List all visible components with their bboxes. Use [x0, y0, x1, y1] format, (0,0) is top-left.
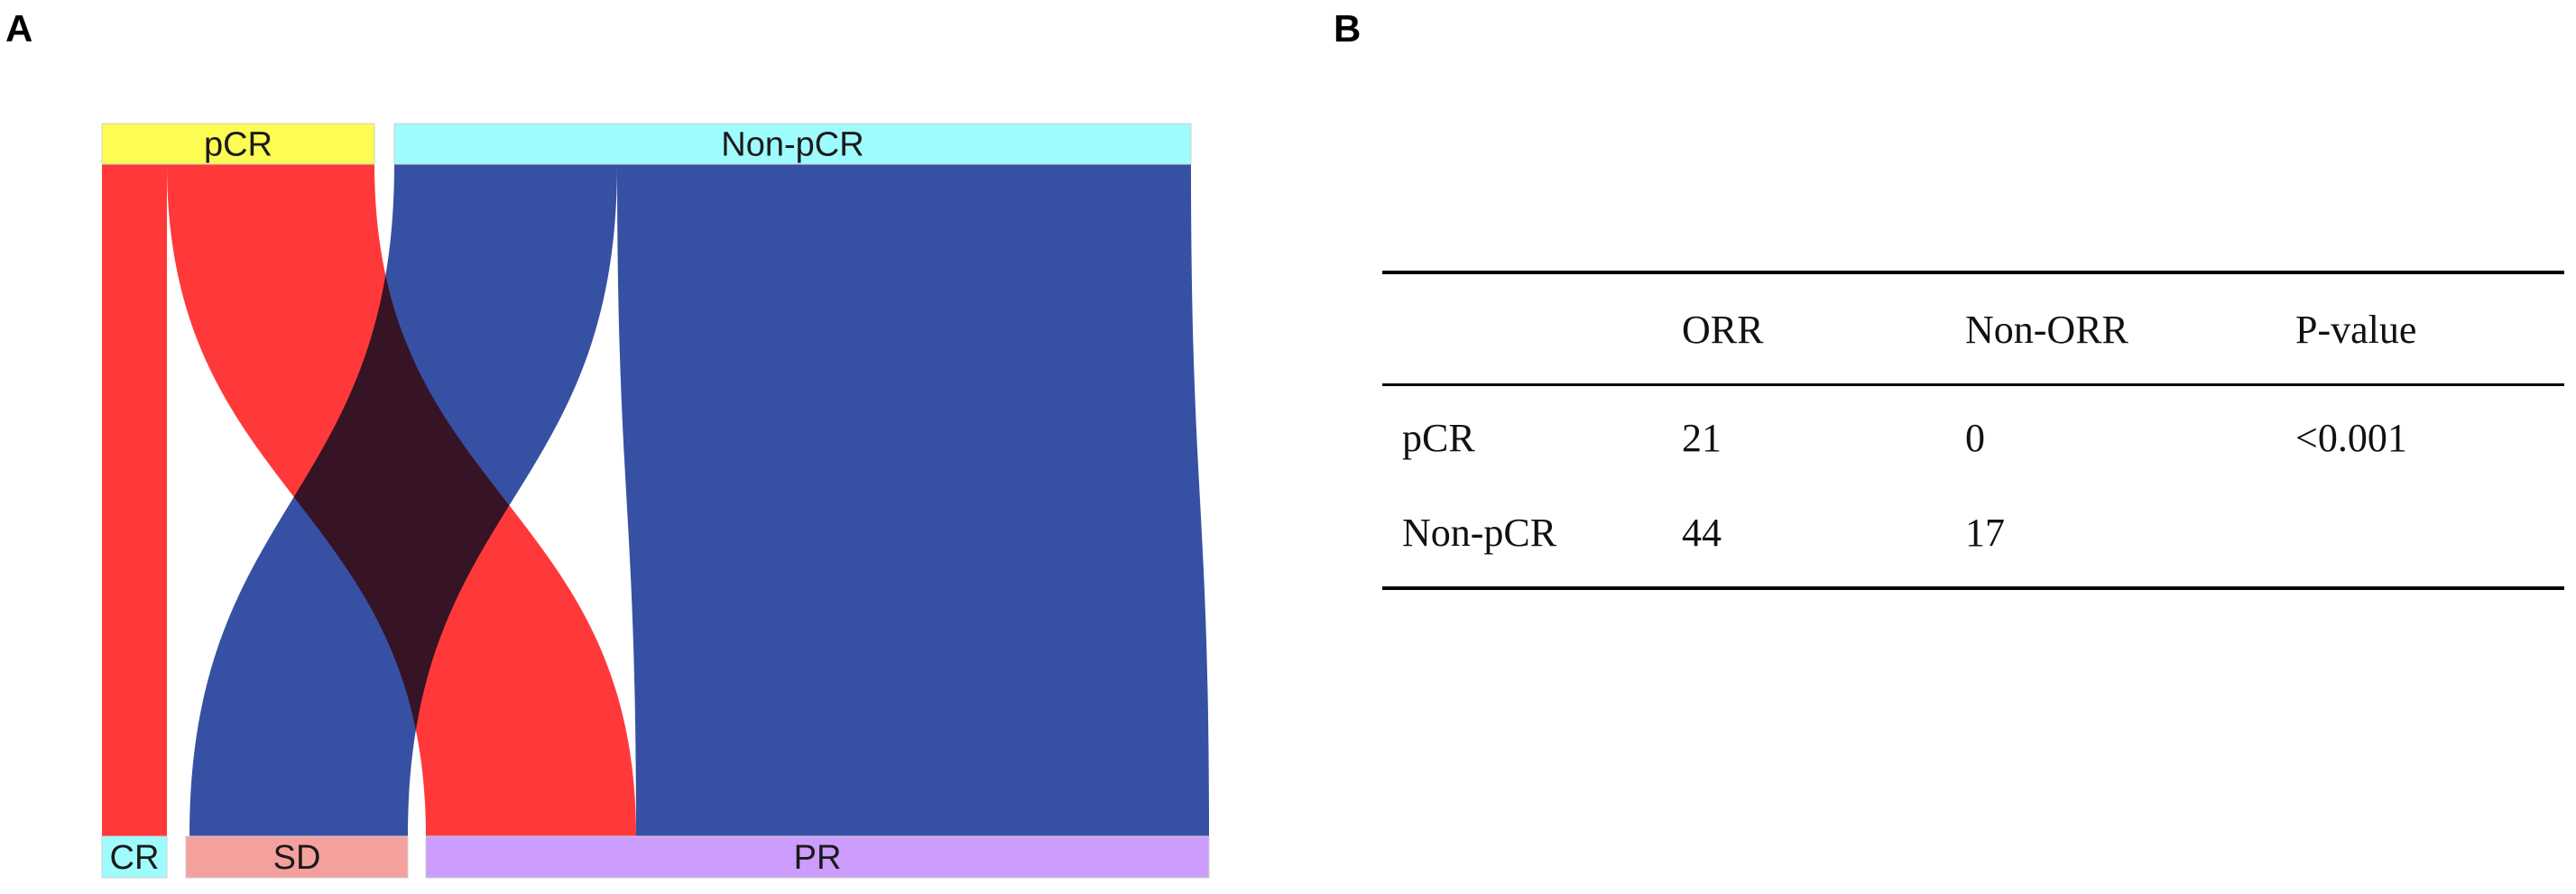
- node-label-non-pcr: Non-pCR: [721, 126, 863, 164]
- flow-pcr-to-pr: [167, 164, 636, 836]
- flow-non-pcr-to-pr: [617, 164, 1209, 836]
- cell-pcr-orr: 21: [1682, 416, 1722, 460]
- cell-pcr-p-value: <0.001: [2295, 416, 2407, 460]
- node-label-sd: SD: [273, 839, 321, 877]
- cell-non-pcr-non-orr: 17: [1965, 511, 2005, 555]
- panel-label-a: A: [5, 7, 33, 50]
- table-header-rule: [1382, 383, 2564, 386]
- node-pr: [425, 835, 1210, 879]
- row-label-non-pcr: Non-pCR: [1402, 511, 1557, 555]
- sankey-diagram: pCR Non-pCR CR SD PR: [101, 123, 1210, 879]
- node-non-pcr: [393, 123, 1192, 165]
- header-non-orr: Non-ORR: [1965, 308, 2128, 352]
- cell-pcr-non-orr: 0: [1965, 416, 1985, 460]
- node-cr: [101, 835, 168, 879]
- header-orr: ORR: [1682, 308, 1764, 352]
- node-label-cr: CR: [110, 839, 160, 877]
- header-p-value: P-value: [2295, 308, 2417, 352]
- node-sd: [185, 835, 409, 879]
- node-pcr: [101, 123, 375, 165]
- node-label-pcr: pCR: [204, 126, 272, 164]
- node-label-pr: PR: [794, 839, 842, 877]
- row-label-pcr: pCR: [1402, 416, 1475, 460]
- cell-non-pcr-orr: 44: [1682, 511, 1722, 555]
- flow-pcr-to-cr: [102, 164, 167, 836]
- panel-label-b: B: [1334, 7, 1362, 50]
- table-top-rule: [1382, 271, 2564, 274]
- table-bottom-rule: [1382, 586, 2564, 590]
